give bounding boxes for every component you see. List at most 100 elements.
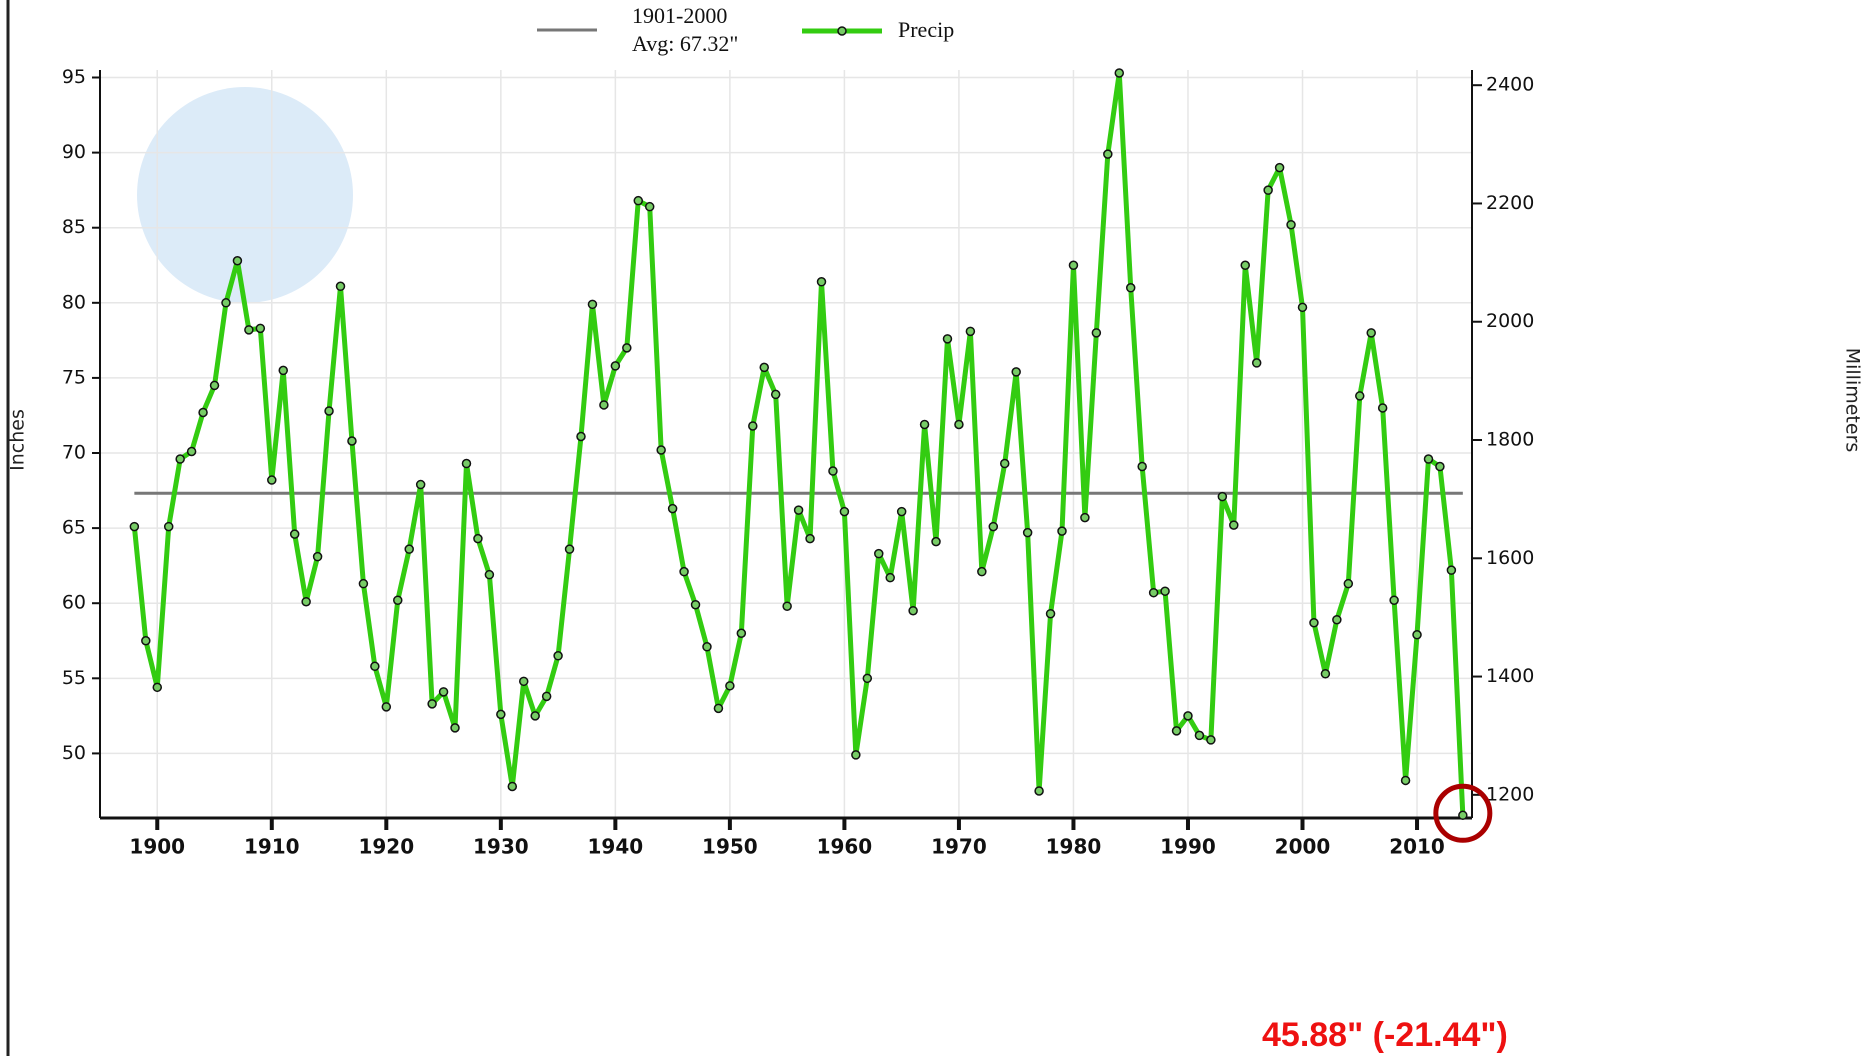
plot	[129, 68, 1493, 843]
legend: 1901-2000 Avg: 67.32" Precip	[537, 3, 954, 56]
data-point	[1183, 711, 1193, 721]
data-point	[942, 334, 953, 344]
data-point	[1389, 595, 1399, 605]
data-point	[1045, 608, 1056, 619]
data-point	[770, 389, 781, 400]
data-point	[438, 687, 449, 697]
data-point	[885, 572, 895, 583]
logo-watermark	[137, 87, 353, 303]
grid	[100, 70, 1472, 818]
x-tick-label: 1980	[1046, 835, 1102, 859]
y2-tick-label: 1200	[1486, 783, 1534, 805]
data-point	[1263, 185, 1273, 195]
data-point	[839, 506, 850, 517]
data-point	[977, 566, 987, 577]
data-point	[163, 521, 174, 532]
data-point	[1103, 149, 1113, 159]
data-point	[244, 325, 254, 335]
y-tick-label: 80	[62, 291, 86, 313]
data-point	[725, 681, 735, 691]
data-point	[1366, 328, 1376, 338]
x-tick-label: 1920	[358, 835, 414, 859]
data-point	[1091, 328, 1102, 338]
data-point	[599, 400, 609, 410]
data-point	[507, 781, 518, 792]
x-tick-label: 1930	[473, 835, 529, 859]
data-point	[564, 544, 575, 554]
data-point	[129, 521, 140, 532]
data-point	[999, 458, 1010, 469]
data-point	[1011, 367, 1021, 377]
data-point	[404, 544, 414, 554]
data-point	[1412, 630, 1422, 640]
y-tick-label: 75	[62, 366, 86, 388]
data-point	[335, 281, 346, 292]
y2-tick-label: 2000	[1486, 310, 1534, 332]
data-point	[1355, 391, 1365, 401]
data-point	[1251, 358, 1262, 368]
legend-precip-name: Precip	[898, 17, 954, 42]
data-point	[1160, 586, 1170, 596]
data-point	[278, 365, 288, 376]
data-point	[954, 419, 964, 430]
data-point	[370, 661, 380, 672]
data-point	[301, 596, 311, 607]
data-point	[1171, 726, 1182, 736]
x-tick-label: 1960	[817, 835, 873, 859]
data-point	[1458, 810, 1468, 821]
data-point	[874, 548, 884, 559]
data-point	[610, 361, 621, 371]
data-point	[1400, 775, 1411, 786]
data-point	[1274, 162, 1285, 173]
data-point	[255, 323, 266, 334]
x-tick-label: 1910	[244, 835, 300, 859]
data-point	[576, 431, 586, 442]
x-tick-label: 2010	[1389, 835, 1445, 859]
y-tick-label: 55	[62, 667, 86, 689]
data-point	[530, 711, 540, 721]
data-point	[427, 699, 437, 709]
data-point	[209, 380, 220, 391]
data-point	[1240, 260, 1250, 271]
data-point	[518, 676, 529, 687]
data-point	[324, 406, 334, 416]
data-point	[644, 201, 655, 212]
data-point	[633, 195, 644, 206]
data-point	[1034, 786, 1044, 796]
data-point	[381, 702, 392, 712]
data-point	[541, 691, 552, 702]
data-point	[908, 605, 918, 616]
x-tick-label: 1970	[931, 835, 987, 859]
data-point	[347, 436, 357, 446]
data-point	[358, 578, 369, 589]
y2-tick-label: 1600	[1486, 547, 1534, 569]
data-point	[1194, 730, 1205, 741]
data-point	[793, 505, 804, 515]
data-point	[1435, 461, 1445, 472]
y2-tick-label: 2200	[1486, 192, 1534, 214]
y2-tick-label: 2400	[1486, 74, 1534, 96]
x-tick-label: 1990	[1160, 835, 1216, 859]
y-tick-label: 50	[62, 742, 86, 764]
data-point	[1286, 219, 1296, 230]
data-point	[896, 506, 907, 517]
data-point	[736, 628, 747, 639]
data-point	[748, 421, 758, 431]
data-point	[198, 407, 208, 418]
data-point	[862, 673, 873, 684]
data-point	[828, 466, 838, 476]
data-point	[690, 599, 701, 610]
data-point	[851, 750, 861, 760]
y-axis-label: Inches	[7, 409, 29, 471]
data-point	[1125, 283, 1136, 293]
data-point	[1297, 302, 1308, 313]
data-point	[679, 566, 689, 577]
data-point	[484, 569, 495, 580]
data-point	[473, 533, 483, 544]
data-point	[782, 601, 792, 611]
data-point	[1080, 512, 1090, 523]
legend-ref-label: Avg: 67.32"	[632, 31, 738, 56]
x-tick-label: 2000	[1275, 835, 1331, 859]
data-point	[1332, 614, 1342, 625]
annotation: 45.88" (-21.44")	[1262, 1016, 1508, 1054]
